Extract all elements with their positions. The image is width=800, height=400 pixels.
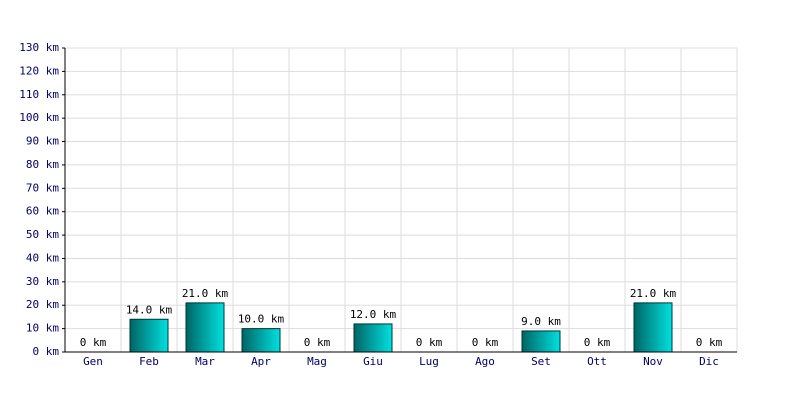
x-tick-label: Mar <box>195 355 215 368</box>
y-tick-label: 100 km <box>19 111 59 124</box>
value-label: 12.0 km <box>350 308 397 321</box>
x-tick-label: Giu <box>363 355 383 368</box>
y-tick-label: 30 km <box>26 275 59 288</box>
x-tick-label: Apr <box>251 355 271 368</box>
y-tick-label: 60 km <box>26 205 59 218</box>
value-label: 0 km <box>416 336 443 349</box>
x-tick-label: Feb <box>139 355 159 368</box>
bar <box>521 330 561 353</box>
value-label: 0 km <box>80 336 107 349</box>
y-tick-label: 20 km <box>26 298 59 311</box>
y-tick-label: 0 km <box>33 345 60 358</box>
y-tick-label: 80 km <box>26 158 59 171</box>
x-tick-label: Mag <box>307 355 327 368</box>
x-tick-label: Ago <box>475 355 495 368</box>
value-label: 0 km <box>584 336 611 349</box>
value-label: 14.0 km <box>126 303 173 316</box>
y-tick-label: 10 km <box>26 322 59 335</box>
value-label: 0 km <box>472 336 499 349</box>
bar <box>185 302 225 353</box>
x-tick-label: Ott <box>587 355 607 368</box>
x-tick-label: Nov <box>643 355 663 368</box>
value-label: 0 km <box>304 336 331 349</box>
y-tick-label: 50 km <box>26 228 59 241</box>
value-label: 21.0 km <box>630 287 677 300</box>
y-tick-label: 120 km <box>19 64 59 77</box>
value-label: 0 km <box>696 336 723 349</box>
y-tick-label: 40 km <box>26 251 59 264</box>
y-tick-label: 110 km <box>19 88 59 101</box>
bar <box>129 318 169 353</box>
y-tick-label: 90 km <box>26 135 59 148</box>
bar <box>633 302 673 353</box>
y-tick-label: 130 km <box>19 41 59 54</box>
y-tick-label: 70 km <box>26 181 59 194</box>
x-tick-label: Lug <box>419 355 439 368</box>
bar <box>353 323 393 353</box>
value-label: 9.0 km <box>521 315 561 328</box>
value-label: 10.0 km <box>238 313 285 326</box>
bar <box>241 328 281 353</box>
x-tick-label: Dic <box>699 355 719 368</box>
x-tick-label: Gen <box>83 355 103 368</box>
value-label: 21.0 km <box>182 287 229 300</box>
x-tick-label: Set <box>531 355 551 368</box>
